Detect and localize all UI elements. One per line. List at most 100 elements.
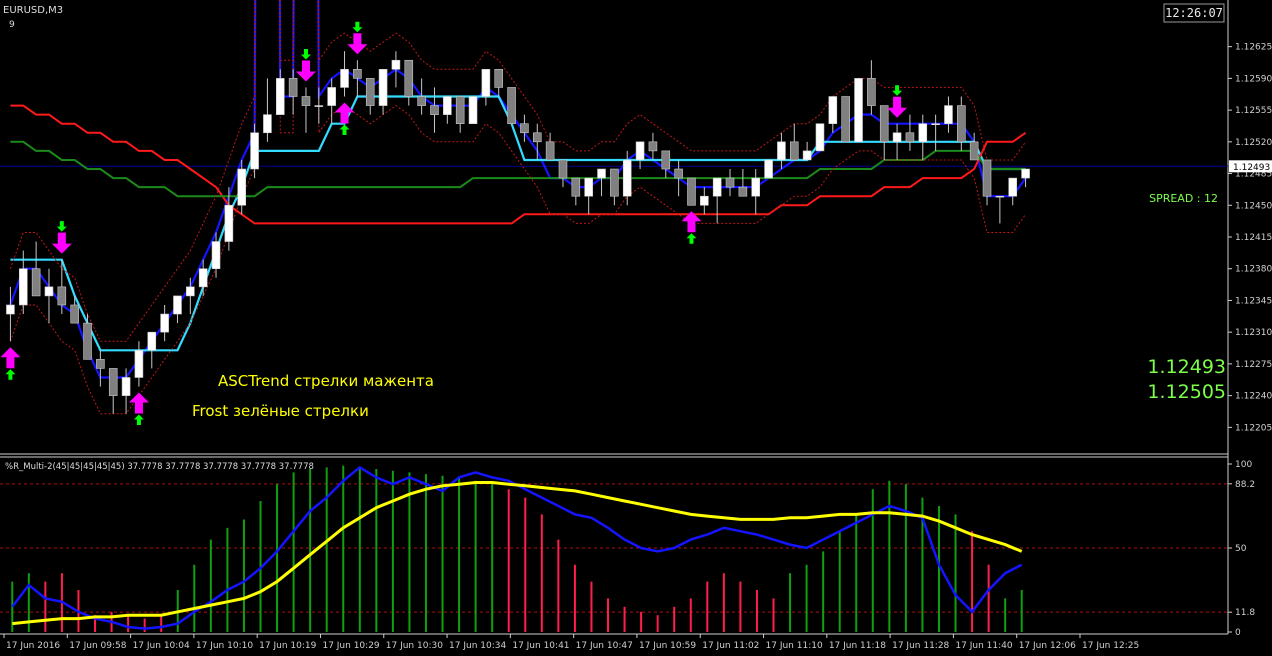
price-tick-label: 1.12345 [1235, 296, 1272, 306]
time-tick-label: 17 Jun 11:40 [955, 641, 1012, 651]
frost-down-arrow [892, 85, 903, 96]
candle [237, 159, 247, 215]
candle [969, 132, 979, 161]
sub-pane-title: %R_Multi-2(45|45|45|45|45) 37.7778 37.77… [5, 462, 314, 472]
frost-up-arrow [133, 414, 144, 426]
candle [96, 350, 105, 387]
candle [995, 195, 1005, 224]
candle [661, 150, 671, 179]
price-tick-label: 1.12415 [1235, 233, 1272, 243]
current-price-label: 1.12493 [1233, 163, 1270, 173]
candle [365, 78, 375, 115]
candle [931, 114, 940, 151]
asctrend-up-arrow [681, 211, 702, 233]
candle [57, 259, 67, 315]
candle [121, 368, 131, 414]
candle [648, 132, 658, 160]
sub-tick-label: 11.8 [1235, 608, 1255, 618]
candle [186, 277, 195, 315]
candle [854, 78, 863, 143]
candle [108, 368, 118, 414]
candle [83, 314, 92, 360]
candle [815, 123, 825, 152]
price-tick-label: 1.12275 [1235, 360, 1272, 370]
frost-down-arrow [300, 48, 311, 60]
frost-up-arrow [686, 233, 697, 244]
line-green [10, 140, 1026, 198]
price-tick-label: 1.12555 [1235, 106, 1272, 116]
candle [738, 169, 748, 197]
candle [314, 87, 324, 124]
time-tick-label: 17 Jun 10:29 [322, 641, 379, 651]
candle [340, 51, 349, 97]
candle [892, 123, 902, 160]
frost-down-arrow [56, 221, 67, 232]
candle [944, 96, 953, 133]
candle [353, 60, 362, 97]
candle [635, 141, 645, 170]
clock-label: 12:26:07 [1165, 6, 1223, 20]
candle [134, 341, 144, 387]
candle [494, 69, 504, 97]
candles [6, 51, 1030, 414]
price-tick-label: 1.12450 [1235, 201, 1272, 211]
candle [982, 159, 992, 206]
current-price-box [1229, 160, 1272, 173]
candle [584, 177, 593, 215]
clock-box [1163, 3, 1225, 23]
signal-arrows [0, 21, 908, 426]
candle [700, 187, 709, 215]
candle [828, 96, 838, 133]
time-tick-label: 17 Jun 11:18 [829, 641, 886, 651]
time-tick-label: 17 Jun 09:58 [69, 641, 126, 651]
asctrend-up-arrow [128, 392, 149, 414]
candle [841, 96, 850, 143]
candle [31, 241, 41, 297]
candle [481, 69, 491, 106]
frost-up-arrow [339, 124, 350, 136]
ask-price: 1.12505 [1147, 381, 1226, 403]
asctrend-up-arrow [334, 102, 355, 124]
candle [507, 87, 516, 125]
candle [789, 123, 799, 161]
time-tick-label: 17 Jun 10:10 [196, 641, 253, 651]
candle [777, 132, 786, 170]
spread-label: SPREAD : 12 [1149, 192, 1218, 205]
time-axis: 17 Jun 2016 17 Jun 09:58 17 Jun 10:04 17 Ju… [3, 634, 1139, 651]
bid-price: 1.12493 [1147, 356, 1226, 378]
line-red [10, 104, 1027, 225]
candle [391, 51, 401, 88]
asctrend-up-arrow [0, 347, 21, 369]
price-tick-label: 1.12240 [1235, 392, 1272, 402]
symbol-label: EURUSD,M3 [3, 5, 63, 16]
time-tick-label: 17 Jun 12:06 [1019, 641, 1076, 651]
candle [532, 123, 542, 160]
price-tick-label: 1.12485 [1235, 170, 1272, 180]
time-tick-label: 17 Jun 11:10 [766, 641, 823, 651]
time-tick-label: 17 Jun 2016 [6, 641, 60, 651]
candle [327, 78, 336, 124]
price-tick-label: 1.12625 [1235, 43, 1272, 53]
frost-up-arrow [5, 369, 16, 380]
asctrend-down-arrow [347, 33, 368, 55]
time-tick-label: 17 Jun 10:41 [512, 641, 569, 651]
candle [610, 168, 619, 206]
candle [404, 59, 414, 106]
candle [597, 168, 606, 197]
candle [867, 60, 876, 115]
candle [687, 177, 696, 206]
candle [957, 96, 966, 151]
sub-tick-label: 0 [1235, 628, 1241, 638]
candle [764, 159, 773, 179]
candle [1008, 177, 1018, 206]
candle [802, 141, 812, 161]
candle [1021, 168, 1030, 188]
candle [275, 69, 285, 115]
price-tick-label: 1.12520 [1235, 138, 1272, 148]
candle [160, 304, 169, 342]
time-tick-label: 17 Jun 11:02 [702, 641, 759, 651]
candle [622, 150, 632, 206]
candle [712, 177, 722, 224]
